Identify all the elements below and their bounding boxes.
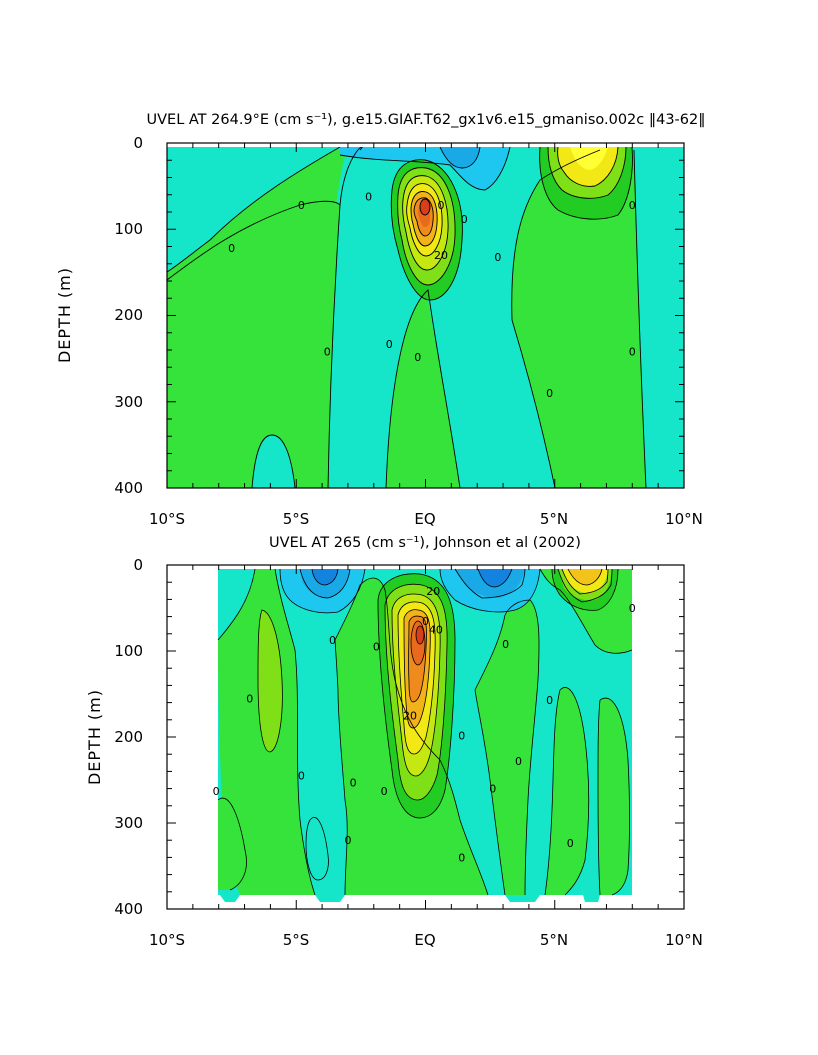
contour-label: 20 (434, 249, 448, 262)
contour-label: 0 (438, 199, 445, 212)
contour-label: 20 (426, 585, 440, 598)
y-tick-label: 0 (133, 134, 143, 152)
panel-model: UVEL AT 264.9°E (cm s⁻¹), g.e15.GIAF.T62… (55, 112, 706, 528)
axis-ticks (166, 142, 685, 489)
contour-label: 0 (365, 190, 372, 203)
x-tick-label: 5°N (540, 510, 568, 528)
contour-label: 0 (458, 851, 465, 864)
x-tick-label: EQ (414, 931, 435, 949)
contour-label: 0 (502, 638, 509, 651)
contour-label: 0 (344, 834, 351, 847)
y-axis-label: DEPTH (m) (55, 267, 74, 363)
y-tick-labels: 0 100 200 300 400 (114, 134, 143, 497)
y-axis-label: DEPTH (m) (85, 689, 104, 785)
contour-label: 0 (324, 346, 331, 359)
axis-ticks (166, 564, 685, 910)
y-tick-label: 400 (114, 900, 143, 918)
contour-label: 0 (373, 641, 380, 654)
y-tick-label: 200 (114, 728, 143, 746)
x-tick-label: EQ (414, 510, 435, 528)
contour-label: 0 (381, 785, 388, 798)
contour-label: 0 (458, 729, 465, 742)
x-tick-label: 5°N (540, 931, 568, 949)
contour-fill (217, 568, 633, 902)
contour-label: 0 (298, 199, 305, 212)
x-tick-label: 10°S (149, 510, 185, 528)
contour-label: 0 (546, 694, 553, 707)
contour-label: 0 (386, 338, 393, 351)
panel-title: UVEL AT 264.9°E (cm s⁻¹), g.e15.GIAF.T62… (147, 112, 706, 128)
contour-label: 0 (213, 785, 220, 798)
panel-title: UVEL AT 265 (cm s⁻¹), Johnson et al (200… (269, 535, 581, 551)
contour-label: 0 (228, 242, 235, 255)
y-tick-label: 400 (114, 479, 143, 497)
contour-labels: 0 0 0 0 0 20 0 0 0 0 0 0 0 (228, 190, 636, 400)
contour-label: 0 (461, 213, 468, 226)
contour-label: 0 (329, 634, 336, 647)
contour-label: 0 (567, 837, 574, 850)
contour-label: 40 (429, 624, 443, 637)
contour-fill (167, 143, 684, 488)
contour-label: 0 (546, 387, 553, 400)
contour-labels: 20 40 20 0 0 0 0 0 0 0 0 0 0 0 0 0 0 0 0 0 (213, 585, 636, 865)
contour-label: 0 (422, 615, 429, 628)
y-tick-labels: 0 100 200 300 400 (114, 556, 143, 918)
x-tick-label: 10°N (665, 510, 703, 528)
y-tick-label: 200 (114, 306, 143, 324)
contour-label: 0 (494, 251, 501, 264)
contour-label: 0 (298, 770, 305, 783)
x-tick-label: 10°S (149, 931, 185, 949)
x-tick-label: 5°S (283, 510, 310, 528)
y-tick-label: 0 (133, 556, 143, 574)
x-tick-labels: 10°S 5°S EQ 5°N 10°N (149, 510, 703, 528)
panel-observations: UVEL AT 265 (cm s⁻¹), Johnson et al (200… (85, 535, 703, 949)
contour-label: 0 (350, 777, 357, 790)
y-tick-label: 300 (114, 393, 143, 411)
contour-label: 0 (246, 692, 253, 705)
contour-label: 0 (629, 602, 636, 615)
y-tick-label: 100 (114, 220, 143, 238)
y-tick-label: 300 (114, 814, 143, 832)
y-tick-label: 100 (114, 642, 143, 660)
contour-label: 0 (629, 346, 636, 359)
contour-label: 0 (414, 351, 421, 364)
contour-label: 0 (515, 755, 522, 768)
contour-label: 0 (629, 199, 636, 212)
x-tick-labels: 10°S 5°S EQ 5°N 10°N (149, 931, 703, 949)
x-tick-label: 5°S (283, 931, 310, 949)
contour-label: 0 (489, 783, 496, 796)
contour-label: 20 (403, 710, 417, 723)
x-tick-label: 10°N (665, 931, 703, 949)
